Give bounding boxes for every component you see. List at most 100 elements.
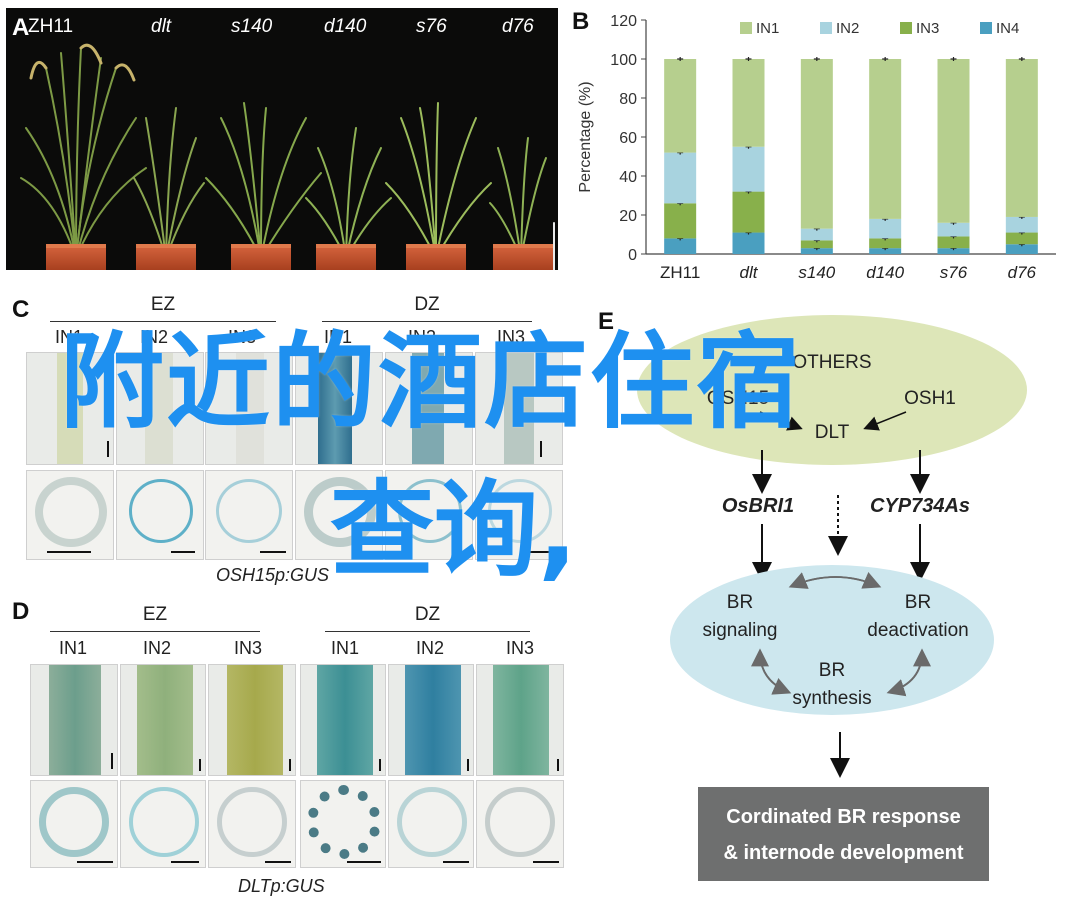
plant-label: s140: [231, 16, 273, 37]
bar-segment: [937, 248, 970, 254]
pot: [316, 244, 376, 270]
gene-cyp734as: CYP734As: [870, 495, 970, 517]
stem-image: [205, 352, 293, 465]
cross-section-image: [116, 470, 204, 560]
node-br-signaling-2: signaling: [703, 620, 778, 641]
stem-image: [476, 664, 564, 776]
x-tick-label: s140: [798, 263, 835, 282]
column-label: IN2: [407, 327, 436, 347]
cross-section-image: [388, 780, 474, 868]
legend-label: IN3: [916, 20, 939, 37]
cross-section-image: [30, 780, 118, 868]
gene-osbri1: OsBRI1: [722, 495, 794, 517]
legend-swatch: [820, 22, 832, 34]
x-tick-label: d140: [866, 263, 904, 282]
y-tick-label: 60: [619, 130, 637, 147]
stem-image: [300, 664, 386, 776]
bar-segment: [869, 218, 902, 239]
bar-segment: [664, 59, 697, 153]
bar-segment: [1005, 59, 1038, 217]
cross-section-image: [295, 470, 383, 560]
plant-label: d76: [502, 16, 534, 37]
y-tick-label: 0: [628, 247, 637, 264]
node-dlt: DLT: [815, 422, 850, 443]
column-label: IN2: [415, 638, 444, 658]
column-label: IN1: [54, 327, 83, 347]
y-tick-label: 20: [619, 208, 637, 225]
group-rule: [50, 631, 260, 632]
node-br-deactivation-1: BR: [905, 592, 931, 613]
legend-swatch: [900, 22, 912, 34]
plant-label: d140: [324, 16, 367, 37]
legend-label: IN1: [756, 20, 779, 37]
bar-segment: [800, 240, 833, 249]
group-rule: [322, 321, 532, 322]
bar-segment: [800, 59, 833, 229]
stem-image: [26, 352, 114, 465]
column-label: IN2: [139, 327, 168, 347]
pot: [136, 244, 196, 270]
bar-segment: [732, 59, 765, 147]
result-line-2: & internode development: [723, 842, 964, 864]
stem-image: [295, 352, 383, 465]
result-line-1: Cordinated BR response: [726, 806, 961, 828]
x-tick-label: ZH11: [660, 263, 700, 282]
group-title-dz: DZ: [414, 294, 440, 315]
plant-label: s76: [416, 16, 447, 37]
cross-section-image: [120, 780, 206, 868]
node-br-signaling-1: BR: [727, 592, 753, 613]
bar-segment: [937, 59, 970, 223]
x-tick-label: s76: [940, 263, 968, 282]
bar-segment: [664, 238, 697, 254]
legend-swatch: [980, 22, 992, 34]
column-label: IN2: [142, 638, 171, 658]
column-label: IN3: [505, 638, 534, 658]
panel-letter-a: A: [12, 14, 30, 41]
stem-image: [388, 664, 474, 776]
plant-label: dlt: [151, 16, 172, 37]
stacked-bar-chart: 0 20 40 60 80 100 120 Percentage (%) ZH11 dlt s140…: [560, 0, 1072, 290]
signaling-diagram: OTHERS OSH15 OSH1 DLT OsBRI1 CYP734As BR…: [637, 315, 1027, 778]
node-br-synthesis-1: BR: [819, 660, 845, 681]
bar-segment: [869, 238, 902, 249]
column-label: IN3: [233, 638, 262, 658]
panel-letter-b: B: [572, 8, 590, 35]
bar-segment: [869, 59, 902, 219]
pot: [231, 244, 291, 270]
stem-image: [120, 664, 206, 776]
stem-image: [475, 352, 563, 465]
legend-label: IN2: [836, 20, 859, 37]
plant-label: ZH11: [28, 16, 74, 37]
panel-letter-d: D: [12, 598, 30, 625]
caption-c: OSH15p:GUS: [216, 565, 330, 585]
cross-section-image: [26, 470, 114, 560]
plant-photo: ZH11 dlt s140 d140 s76 d76: [6, 8, 558, 270]
y-tick-label: 40: [619, 169, 637, 186]
bar-segment: [732, 191, 765, 233]
group-rule: [50, 321, 276, 322]
group-rule: [325, 631, 530, 632]
bar-segment: [732, 146, 765, 192]
group-title-ez: EZ: [150, 294, 176, 315]
bar-segment: [732, 232, 765, 254]
cross-section-image: [205, 470, 293, 560]
bar-segment: [937, 222, 970, 237]
bar-segment: [800, 228, 833, 241]
stem-image: [385, 352, 473, 465]
plant-illustration: [20, 43, 555, 270]
pot: [46, 244, 106, 270]
column-label: IN3: [496, 327, 525, 347]
caption-d: DLTp:GUS: [238, 876, 325, 896]
pot: [406, 244, 466, 270]
bar-segment: [869, 248, 902, 254]
y-tick-label: 100: [610, 52, 637, 69]
cross-section-image: [208, 780, 296, 868]
cross-section-image: [300, 780, 386, 868]
y-tick-label: 80: [619, 91, 637, 108]
overlay-headline-line2: 查询,: [330, 469, 578, 591]
overlay-headline-line1: 附近的酒店住宿: [60, 321, 803, 443]
stem-image: [208, 664, 296, 776]
bar-segment: [1005, 216, 1038, 233]
bar-segment: [664, 203, 697, 239]
group-title-ez: EZ: [142, 604, 168, 625]
